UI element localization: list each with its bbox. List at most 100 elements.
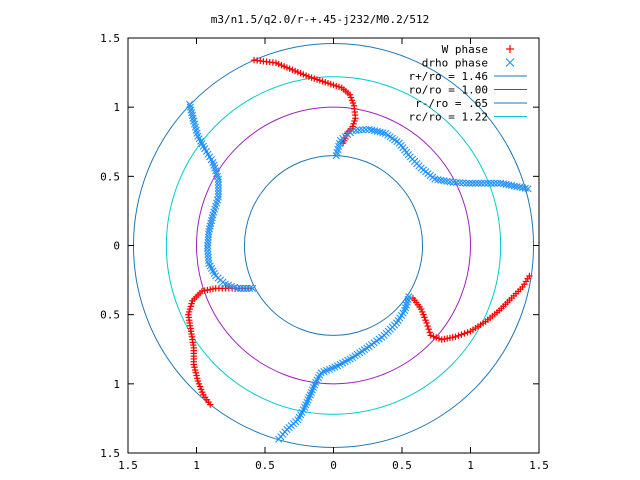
x-tick-label-5: 1 (467, 459, 474, 472)
point-w-2-11 (193, 372, 200, 379)
y-tick-label-4: 0.5 (100, 170, 120, 183)
legend-label-2: r+/ro = 1.46 (409, 70, 488, 83)
point-drho-2-25 (204, 239, 212, 247)
point-drho-2-29 (205, 228, 213, 236)
point-w-1-30 (458, 331, 465, 338)
point-w-2-9 (194, 377, 202, 385)
point-w-0-44 (351, 117, 358, 125)
point-drho-2-41 (214, 193, 223, 201)
point-drho-2-1 (246, 284, 254, 292)
point-w-0-36 (347, 94, 355, 101)
point-w-0-22 (313, 76, 321, 83)
point-w-1-29 (461, 330, 468, 337)
point-drho-0-73 (518, 184, 527, 192)
point-drho-0-18 (373, 127, 381, 135)
point-w-2-36 (187, 303, 194, 310)
point-w-0-13 (289, 66, 296, 74)
data-series (185, 56, 533, 443)
point-drho-0-20 (379, 129, 387, 137)
point-drho-2-20 (204, 253, 212, 261)
point-drho-0-19 (376, 128, 384, 136)
point-w-0-26 (324, 79, 332, 87)
point-drho-2-33 (207, 217, 216, 225)
point-drho-2-18 (205, 259, 213, 268)
point-w-0-23 (316, 77, 323, 84)
legend-label-4: r-/ro = .65 (415, 97, 488, 110)
point-w-2-33 (185, 311, 192, 318)
circle-2 (243, 155, 424, 336)
point-drho-2-3 (240, 284, 248, 292)
y-tick-label-2: 0.5 (100, 309, 120, 322)
point-w-0-43 (352, 115, 359, 122)
point-w-0-37 (348, 97, 356, 104)
point-w-0-28 (330, 81, 337, 89)
point-drho-2-32 (207, 219, 215, 227)
point-w-2-34 (185, 308, 193, 316)
point-drho-0-67 (502, 180, 510, 188)
point-drho-0-70 (510, 182, 518, 190)
axis-ticks: 1.5 1 0.5 0 0.5 1 1.51.510.500.511.5 (100, 32, 549, 472)
point-w-1-49 (419, 308, 426, 316)
legend-label-0: W phase (442, 43, 488, 56)
point-w-1-47 (421, 314, 428, 321)
point-drho-0-59 (477, 179, 486, 187)
point-drho-0-66 (499, 180, 507, 188)
chart-title: m3/n1.5/q2.0/r-+.45-j232/M0.2/512 (211, 13, 430, 26)
point-w-1-42 (426, 329, 433, 336)
circle-1 (196, 106, 471, 385)
point-w-1-48 (420, 311, 427, 318)
x-tick-label-0: 1.5 (118, 459, 138, 472)
x-tick-label-6: 1.5 (529, 459, 549, 472)
point-drho-0-15 (365, 125, 373, 133)
y-tick-label-6: 1.5 (100, 32, 120, 45)
point-drho-0-54 (462, 179, 470, 187)
point-w-1-27 (467, 328, 474, 335)
point-w-2-8 (195, 380, 203, 388)
point-w-1-28 (464, 329, 471, 336)
point-drho-2-68 (190, 117, 198, 125)
point-w-0-12 (286, 65, 293, 72)
point-w-1-31 (455, 332, 462, 339)
point-w-2-35 (186, 305, 194, 313)
point-drho-0-62 (487, 179, 495, 187)
legend-label-3: ro/ro = 1.00 (409, 84, 488, 97)
point-w-0-20 (308, 74, 315, 81)
point-drho-0-58 (474, 179, 483, 187)
point-drho-2-22 (204, 247, 212, 255)
legend-label-1: drho phase (422, 57, 488, 70)
point-drho-0-57 (471, 179, 480, 187)
point-w-0-45 (350, 120, 357, 127)
point-drho-2-26 (204, 236, 212, 244)
point-w-1-40 (430, 333, 437, 340)
point-drho-2-24 (204, 241, 212, 250)
point-drho-1-69 (275, 435, 283, 443)
point-w-0-29 (333, 82, 340, 90)
x-tick-label-4: 0.5 (392, 459, 412, 472)
point-w-1-45 (423, 319, 430, 327)
point-w-1-39 (433, 334, 440, 341)
point-w-0-25 (322, 79, 329, 86)
point-drho-2-4 (237, 284, 245, 292)
legend-label-5: rc/ro = 1.22 (409, 111, 488, 124)
y-tick-label-5: 1 (113, 101, 120, 114)
point-drho-0-65 (497, 179, 505, 187)
y-tick-label-3: 0 (113, 240, 120, 253)
point-drho-2-23 (203, 244, 212, 252)
point-drho-0-75 (524, 185, 532, 193)
point-drho-0-60 (481, 179, 489, 187)
x-tick-label-2: 0.5 (255, 459, 275, 472)
point-w-1-43 (425, 325, 432, 333)
point-w-1-41 (427, 332, 434, 339)
point-drho-0-56 (468, 179, 477, 187)
point-drho-2-34 (208, 214, 216, 222)
point-drho-2-31 (206, 222, 214, 230)
point-w-2-13 (191, 366, 199, 374)
point-w-1-46 (422, 317, 429, 324)
point-w-2-37 (188, 300, 195, 307)
point-w-2-5 (199, 388, 206, 396)
point-w-0-27 (327, 80, 334, 88)
point-drho-0-63 (490, 179, 498, 187)
circle-3 (165, 76, 502, 415)
y-tick-label-0: 1.5 (100, 447, 120, 460)
